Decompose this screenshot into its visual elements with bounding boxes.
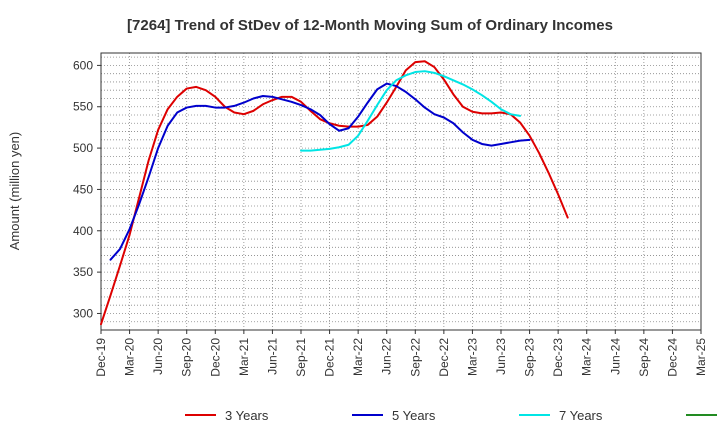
x-tick-label: Mar-23 — [465, 338, 479, 376]
x-tick-label: Sep-23 — [523, 338, 537, 377]
x-tick-label: Mar-20 — [123, 338, 137, 376]
y-tick-label: 300 — [73, 306, 93, 320]
x-tick-label: Dec-23 — [551, 338, 565, 377]
plot-background — [101, 53, 701, 330]
x-tick-label: Mar-24 — [580, 338, 594, 376]
x-tick-label: Sep-24 — [637, 338, 651, 377]
y-axis-label: Amount (million yen) — [7, 132, 22, 251]
x-tick-label: Jun-20 — [151, 338, 165, 375]
legend-label: 3 Years — [225, 408, 269, 423]
legend-label: 5 Years — [392, 408, 436, 423]
series-line-7-years — [300, 70, 522, 152]
x-tick-label: Jun-21 — [265, 338, 279, 375]
x-tick-label: Sep-21 — [294, 338, 308, 377]
x-tick-label: Dec-19 — [94, 338, 108, 377]
y-tick-label: 350 — [73, 265, 93, 279]
x-tick-label: Jun-23 — [494, 338, 508, 375]
legend-label: 7 Years — [559, 408, 603, 423]
x-tick-label: Dec-21 — [323, 338, 337, 377]
x-tick-label: Mar-25 — [694, 338, 708, 376]
chart-title: [7264] Trend of StDev of 12-Month Moving… — [127, 17, 613, 34]
y-tick-label: 500 — [73, 141, 93, 155]
x-tick-label: Mar-21 — [237, 338, 251, 376]
y-tick-label: 600 — [73, 58, 93, 72]
y-tick-label: 550 — [73, 100, 93, 114]
x-tick-label: Dec-22 — [437, 338, 451, 377]
y-tick-label: 450 — [73, 182, 93, 196]
plot-border — [100, 52, 702, 331]
x-tick-label: Dec-24 — [665, 338, 679, 377]
series-line-3-years — [100, 60, 569, 326]
x-tick-label: Dec-20 — [208, 338, 222, 377]
plot-area: 300 350 400 450 500 550 600 Dec-19 Mar-20 Jun-20 S… — [73, 52, 708, 377]
x-tick-label: Mar-22 — [351, 338, 365, 376]
x-tick-label: Sep-22 — [408, 338, 422, 377]
x-tick-label: Jun-24 — [608, 338, 622, 375]
x-tick-label: Jun-22 — [380, 338, 394, 375]
series-line-5-years — [109, 82, 531, 261]
x-tick-label: Sep-20 — [180, 338, 194, 377]
y-tick-label: 400 — [73, 224, 93, 238]
